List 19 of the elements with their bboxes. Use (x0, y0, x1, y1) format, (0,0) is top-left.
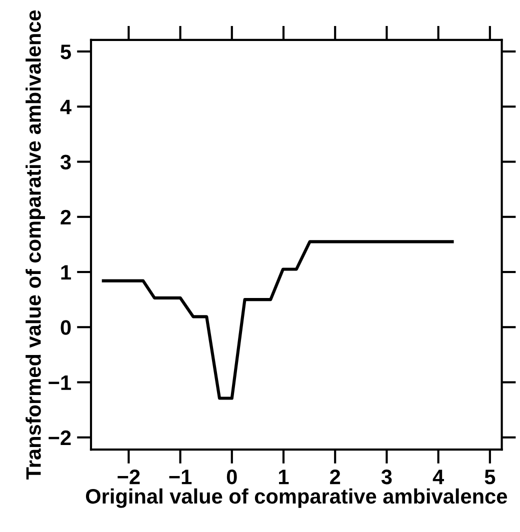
y-tick-label: 3 (60, 154, 71, 170)
y-tick-label: 5 (60, 44, 71, 60)
x-tick-label: −2 (118, 470, 140, 484)
x-tick-label: 5 (484, 470, 496, 484)
x-tick-label: 3 (381, 470, 392, 484)
y-tick-label: 4 (60, 100, 72, 114)
x-tick-label: 2 (330, 470, 340, 484)
x-tick-label: 4 (432, 470, 444, 484)
x-tick-label: −1 (169, 470, 192, 484)
line-series (102, 240, 454, 400)
x-axis-title: Original value of comparative ambivalence (86, 488, 508, 508)
x-tick-label: 0 (226, 470, 237, 484)
y-axis-title: Transformed value of comparative ambivalence (26, 10, 46, 480)
y-tick-label: 0 (60, 320, 71, 335)
y-tick-label: −2 (48, 430, 71, 445)
y-tick-label: 2 (60, 210, 71, 224)
x-tick-label: 1 (279, 470, 289, 484)
y-tick-label: 1 (61, 265, 71, 280)
y-tick-label: −1 (48, 375, 71, 390)
